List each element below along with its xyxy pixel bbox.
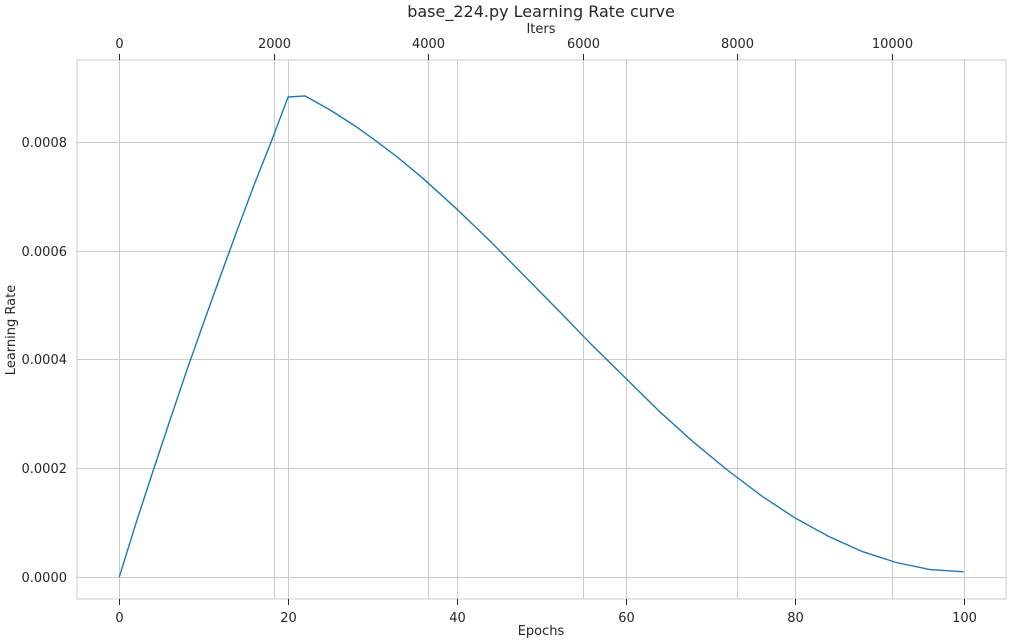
x2-tick-label: 2000: [258, 37, 291, 52]
x-tick-label: 80: [787, 611, 804, 626]
chart-title: base_224.py Learning Rate curve: [407, 2, 675, 22]
x2-tick-label: 4000: [412, 37, 445, 52]
x-tick-label: 20: [280, 611, 297, 626]
y-tick-label: 0.0004: [22, 353, 68, 368]
y-ticks: 0.0000 0.0002 0.0004 0.0006 0.0008: [22, 136, 68, 586]
y-tick-label: 0.0008: [22, 136, 68, 151]
y-tick-label: 0.0000: [22, 571, 68, 586]
x-axis-label: Epochs: [518, 624, 565, 639]
series-layer: [118, 95, 964, 578]
x-tick-label: 40: [449, 611, 466, 626]
x-ticks: 0 20 40 60 80 100: [115, 599, 977, 626]
x2-ticks: 0 2000 4000 6000 8000 10000: [115, 37, 913, 60]
x2-tick-label: 8000: [721, 37, 754, 52]
x2-tick-label: 10000: [872, 37, 913, 52]
y-tick-label: 0.0006: [22, 245, 68, 260]
x-gridlines: [119, 60, 965, 599]
x-tick-label: 60: [618, 611, 635, 626]
x-tick-label: 0: [115, 611, 123, 626]
y-axis-label: Learning Rate: [4, 285, 19, 375]
plot-frame: [76, 59, 1007, 600]
series-line: [118, 95, 964, 578]
y-gridlines: [77, 142, 1006, 578]
x2-axis-label: Iters: [526, 22, 555, 37]
x2-tick-label: 0: [115, 37, 123, 52]
x-tick-label: 100: [952, 611, 977, 626]
y-tick-label: 0.0002: [22, 462, 68, 477]
x2-tick-label: 6000: [567, 37, 600, 52]
